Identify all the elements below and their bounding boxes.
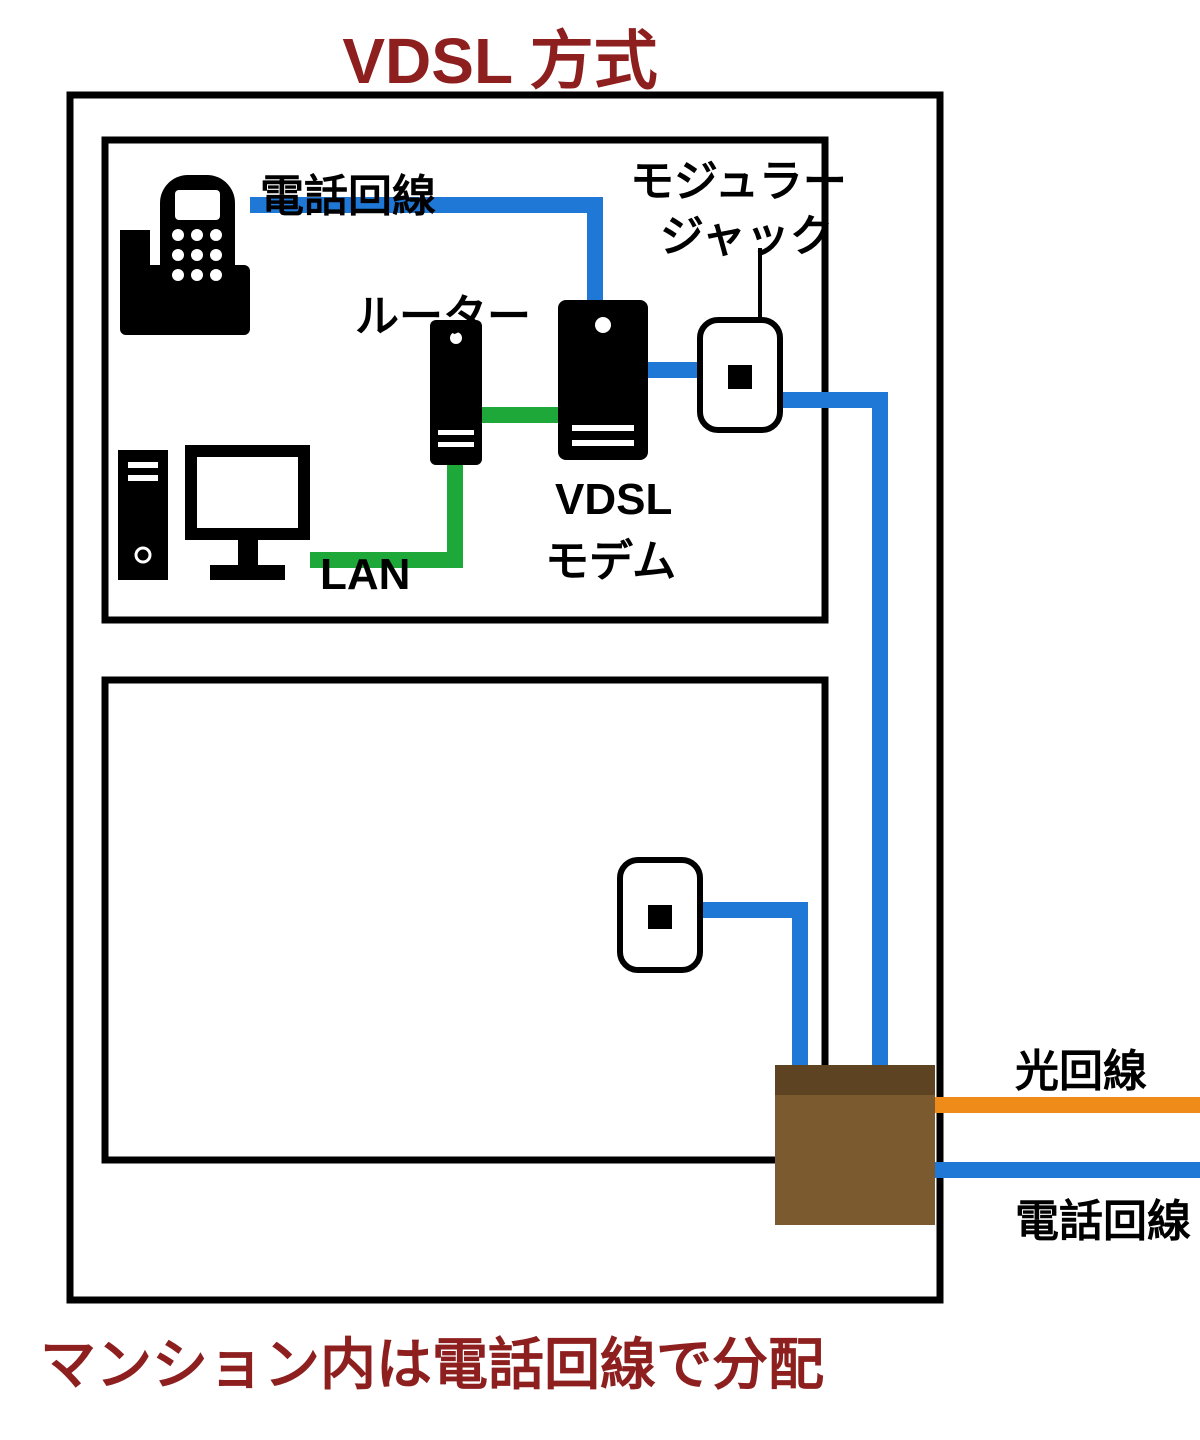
jack-lower-icon <box>620 860 700 970</box>
distribution-box-icon <box>775 1065 935 1225</box>
label-vdsl-1: VDSL <box>555 475 672 525</box>
label-ext-phone: 電話回線 <box>1015 1185 1191 1249</box>
jack-upper-icon <box>700 320 780 430</box>
room-lower <box>105 680 825 1160</box>
label-router: ルーター <box>355 280 531 344</box>
diagram-title: VDSL 方式 <box>290 10 710 102</box>
monitor-icon <box>185 445 310 580</box>
label-phone-line: 電話回線 <box>260 160 436 224</box>
label-lan: LAN <box>320 550 410 600</box>
diagram-caption: マンション内は電話回線で分配 <box>40 1320 824 1401</box>
label-modular-2: ジャック <box>660 200 834 264</box>
modem-icon <box>558 300 648 460</box>
phone-icon <box>120 175 250 335</box>
label-vdsl-2: モデム <box>545 525 676 589</box>
cable-pc-router <box>310 465 455 560</box>
diagram-canvas: VDSL 方式 電話回線 ルーター モジュラー ジャック VDSL モデム LA… <box>0 0 1200 1440</box>
label-fiber: 光回線 <box>1015 1035 1147 1099</box>
cable-jack-lower <box>700 910 800 1065</box>
pc-tower-icon <box>118 450 168 580</box>
